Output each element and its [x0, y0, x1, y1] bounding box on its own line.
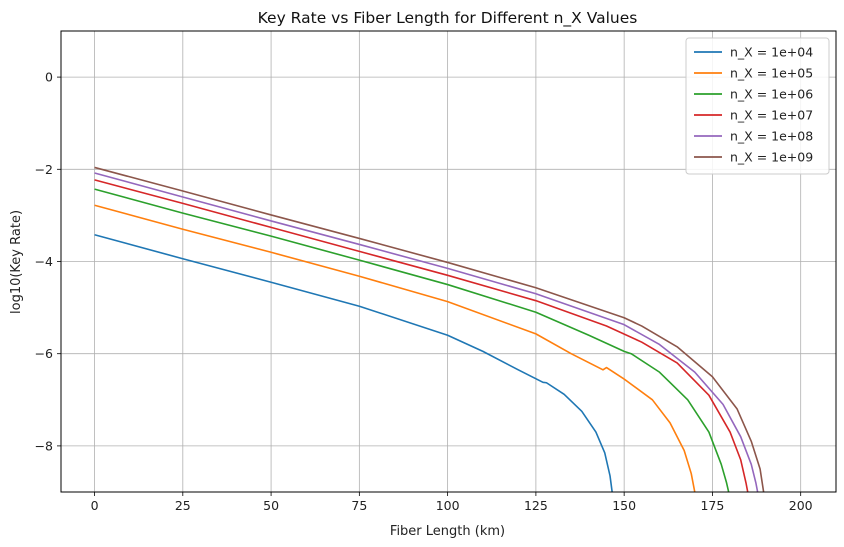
series-line-2: [94, 204, 696, 492]
x-tick-label: 50: [263, 498, 279, 513]
legend: n_X = 1e+04 n_X = 1e+05 n_X = 1e+06 n_X = 1…: [685, 37, 830, 175]
x-tick-label: 75: [351, 498, 367, 513]
y-tick-label: −4: [35, 254, 53, 269]
series-line-5: [94, 172, 759, 492]
legend-box: [685, 37, 830, 175]
x-tick-label: 0: [91, 498, 99, 513]
x-tick-label: 100: [436, 498, 460, 513]
x-tick-label: 25: [175, 498, 191, 513]
series-line-3: [94, 188, 730, 492]
y-tick-label: −8: [35, 438, 53, 453]
legend-entry: n_X = 1e+05: [730, 66, 813, 81]
legend-entry: n_X = 1e+07: [730, 108, 813, 123]
x-tick-label: 125: [524, 498, 548, 513]
y-axis-ticks: −8 −6 −4 −2 0: [35, 70, 61, 453]
x-tick-label: 175: [700, 498, 724, 513]
legend-entry: n_X = 1e+09: [730, 150, 813, 165]
series-line-1: [94, 233, 613, 492]
series-lines: [94, 166, 765, 492]
chart-title: Key Rate vs Fiber Length for Different n…: [258, 9, 638, 28]
y-axis-label: log10(Key Rate): [9, 210, 24, 314]
legend-entry: n_X = 1e+04: [730, 45, 813, 60]
x-tick-label: 150: [612, 498, 636, 513]
series-line-6: [94, 166, 765, 492]
x-tick-label: 200: [789, 498, 813, 513]
x-axis-label: Fiber Length (km): [390, 524, 505, 539]
y-tick-label: 0: [45, 70, 53, 85]
legend-entry: n_X = 1e+06: [730, 87, 813, 102]
y-tick-label: −6: [35, 346, 53, 361]
legend-entry: n_X = 1e+08: [730, 129, 813, 144]
y-tick-label: −2: [35, 162, 53, 177]
series-line-4: [94, 179, 749, 492]
x-axis-ticks: 0 25 50 75 100 125 150 175 200: [91, 492, 813, 513]
